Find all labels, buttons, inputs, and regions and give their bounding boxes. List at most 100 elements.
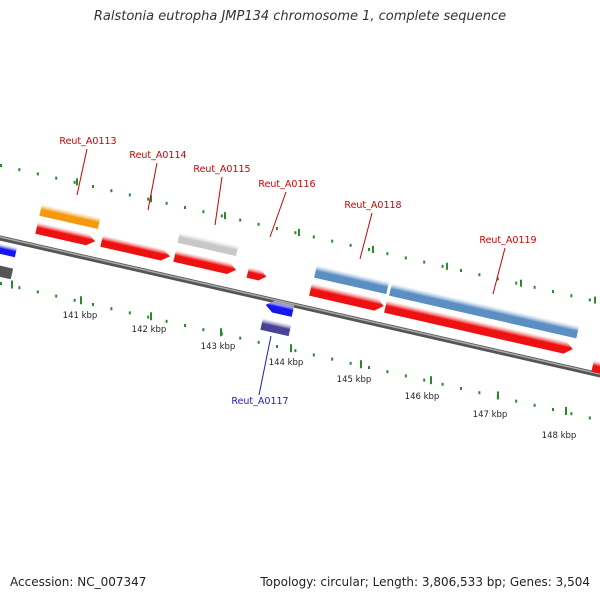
gene-label-text: Reut_A0118 xyxy=(344,200,401,211)
outer-tick xyxy=(18,168,21,172)
outer-major-tick xyxy=(298,229,300,237)
cds-arrow xyxy=(100,235,170,261)
inner-major-tick xyxy=(80,296,82,305)
summary-text: Topology: circular; Length: 3,806,533 bp… xyxy=(260,575,590,589)
cds-arrow-shape xyxy=(309,283,384,311)
inner-tick xyxy=(202,328,205,332)
feature-blue-arrow-shape xyxy=(265,300,295,317)
scale-tick-label: 147 kbp xyxy=(473,410,508,420)
cds-arrow-shape xyxy=(100,235,170,261)
inner-tick xyxy=(368,366,370,370)
gene-label-layer: Reut_A0113 Reut_A0114 Reut_A0115 Reut_A0116… xyxy=(59,136,536,407)
outer-tick xyxy=(239,218,242,222)
feature-blue-left-shape xyxy=(0,239,18,258)
feature-gray-shape xyxy=(177,232,239,257)
inner-tick xyxy=(423,378,426,382)
outer-tick xyxy=(478,273,481,277)
outer-tick xyxy=(55,176,58,180)
feature-steelblue-shape xyxy=(314,265,390,295)
cds-arrow-long xyxy=(384,300,573,354)
feature-layer xyxy=(0,204,600,375)
feature-orange xyxy=(39,204,101,230)
outer-tick xyxy=(110,189,113,193)
scale-tick-label: 141 kbp xyxy=(63,311,98,321)
outer-tick xyxy=(312,235,315,239)
cds-arrow-shape xyxy=(35,222,96,246)
cds-arrow xyxy=(309,283,384,311)
outer-major-tick xyxy=(224,212,226,220)
inner-tick xyxy=(147,315,150,319)
outer-tick xyxy=(515,281,518,285)
inner-tick xyxy=(128,311,131,315)
gene-label: Reut_A0116 xyxy=(258,179,316,238)
inner-tick xyxy=(588,416,591,420)
inner-tick xyxy=(276,345,278,349)
inner-tick xyxy=(0,282,2,285)
inner-tick xyxy=(36,290,39,294)
outer-tick xyxy=(165,201,168,205)
inner-tick xyxy=(55,294,58,298)
gene-label-text: Reut_A0113 xyxy=(59,136,116,147)
inner-tick xyxy=(184,324,186,328)
outer-tick xyxy=(423,260,426,264)
feature-steelblue xyxy=(314,265,390,295)
cds-arrow-small-shape xyxy=(246,267,267,281)
leader-line xyxy=(76,148,88,196)
outer-tick xyxy=(128,193,131,197)
outer-tick xyxy=(404,256,407,260)
inner-tick xyxy=(404,374,407,378)
outer-tick xyxy=(294,231,297,235)
outer-tick xyxy=(184,206,186,210)
cds-arrow-edge xyxy=(591,360,600,375)
outer-tick xyxy=(257,222,260,226)
inner-major-tick xyxy=(11,280,13,289)
outer-major-tick xyxy=(594,296,596,304)
scale-tick-label: 143 kbp xyxy=(201,342,236,352)
outer-tick xyxy=(147,197,150,201)
scale-tick-label: 146 kbp xyxy=(405,392,440,402)
inner-tick xyxy=(478,391,481,395)
gene-label: Reut_A0113 xyxy=(59,136,117,196)
gene-label: Reut_A0115 xyxy=(193,164,251,226)
inner-tick xyxy=(331,357,334,361)
inner-tick xyxy=(460,387,462,391)
scale-tick-label: 148 kbp xyxy=(542,431,577,441)
inner-tick xyxy=(92,303,94,307)
outer-tick xyxy=(349,243,352,247)
inner-tick xyxy=(165,319,168,323)
outer-tick xyxy=(73,180,76,184)
outer-major-tick xyxy=(446,262,448,270)
accession-text: Accession: NC_007347 xyxy=(10,575,147,589)
map-title: Ralstonia eutropha JMP134 chromosome 1, … xyxy=(93,9,507,24)
leader-line xyxy=(492,247,506,295)
inner-major-tick xyxy=(150,312,152,321)
gene-label-text: Reut_A0116 xyxy=(258,179,315,190)
outer-tick xyxy=(496,277,499,281)
scale-ticks: 141 kbp 142 kbp 143 kbp 144 kbp 145 kbp 146 k… xyxy=(0,164,596,441)
inner-major-tick xyxy=(220,328,222,337)
outer-tick xyxy=(368,248,370,252)
outer-tick xyxy=(588,298,591,302)
inner-tick xyxy=(349,361,352,365)
outer-tick xyxy=(36,172,39,176)
inner-tick xyxy=(552,408,554,412)
backbone-layer xyxy=(0,235,600,378)
inner-tick xyxy=(386,370,389,374)
outer-major-tick xyxy=(372,245,374,253)
outer-tick xyxy=(441,264,444,268)
feature-slate xyxy=(260,318,292,337)
gene-label: Reut_A0117 xyxy=(231,335,289,407)
gene-label-text: Reut_A0119 xyxy=(479,235,536,246)
outer-tick xyxy=(220,214,223,218)
inner-tick xyxy=(239,336,242,340)
scale-tick-label: 144 kbp xyxy=(269,358,304,368)
backbone-line xyxy=(0,235,600,378)
inner-tick xyxy=(18,286,21,290)
cds-arrow xyxy=(173,250,237,274)
inner-major-tick xyxy=(430,376,432,385)
cds-arrow xyxy=(35,222,96,246)
inner-major-tick xyxy=(497,391,499,400)
inner-tick xyxy=(110,307,113,311)
outer-tick xyxy=(552,290,554,294)
